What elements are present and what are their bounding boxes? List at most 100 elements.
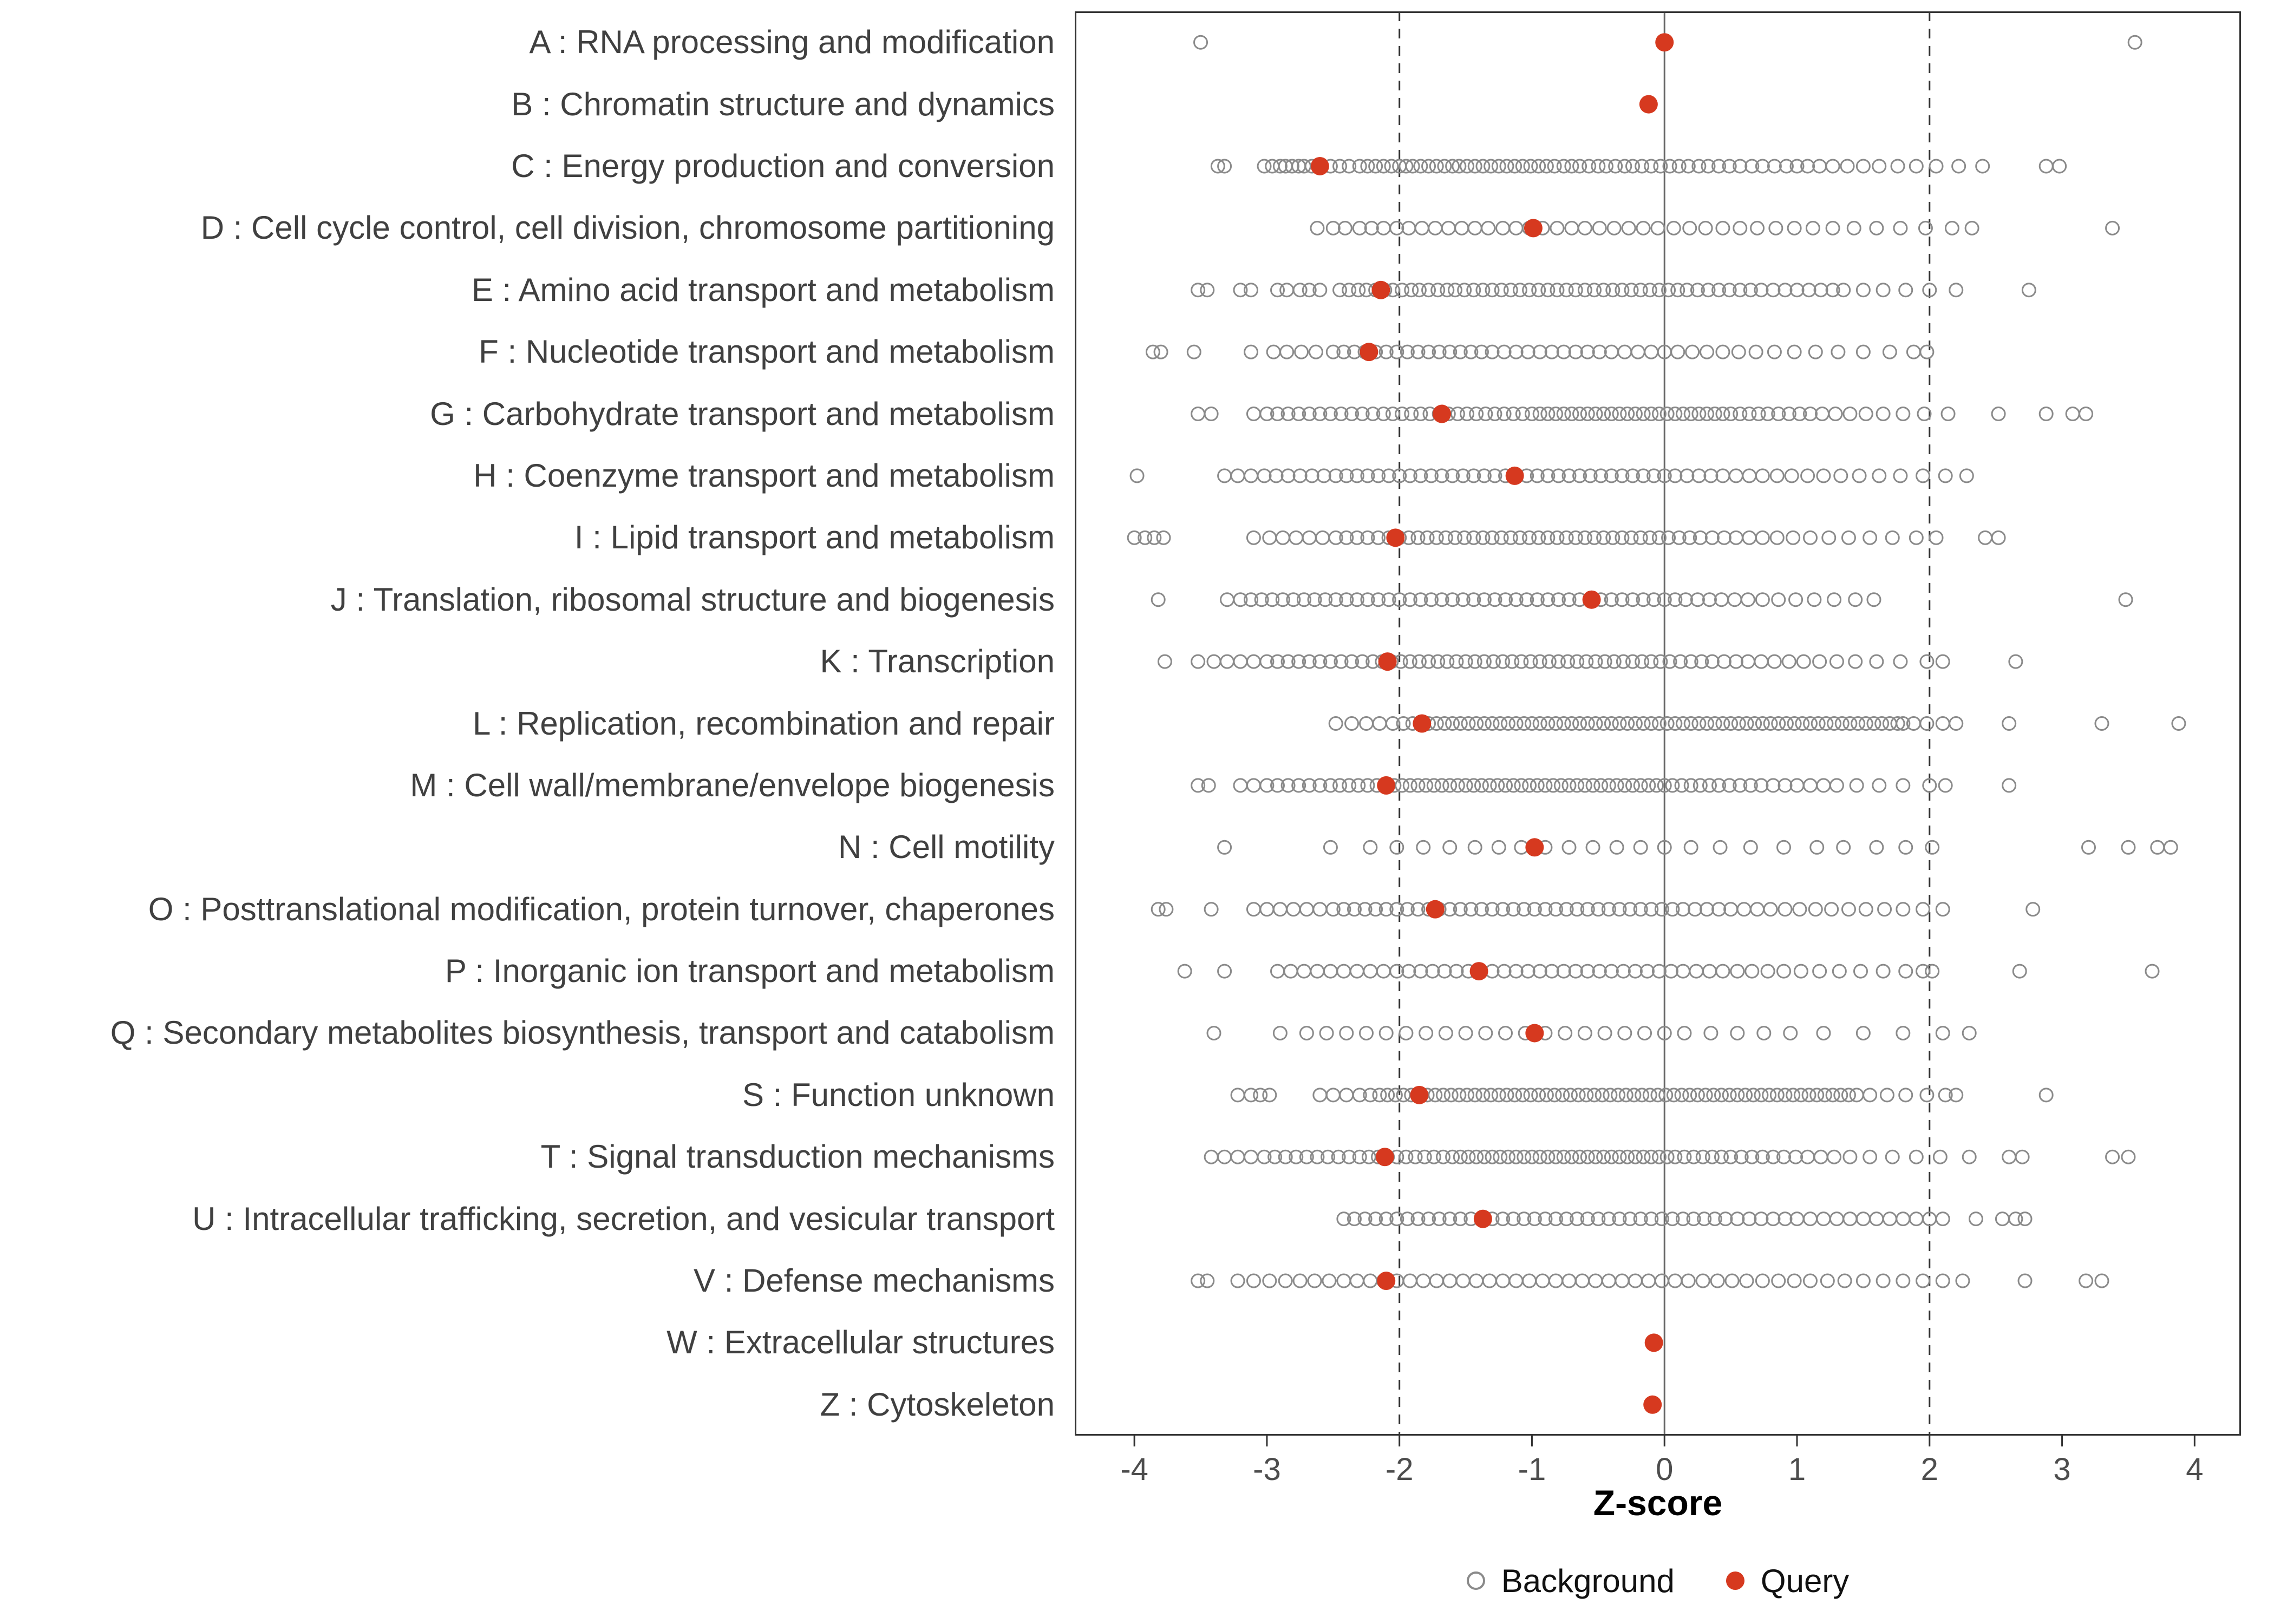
background-point (1700, 407, 1715, 422)
background-point (1259, 654, 1275, 669)
background-point (1715, 964, 1730, 979)
background-point (1612, 1149, 1627, 1164)
background-point (1909, 1212, 1924, 1227)
background-point (1769, 530, 1785, 545)
background-point (1625, 592, 1640, 607)
background-point (1808, 902, 1823, 917)
background-point (1711, 159, 1727, 174)
background-point (1929, 530, 1944, 545)
background-point (1325, 344, 1341, 359)
background-point (1434, 778, 1449, 793)
background-point (1991, 530, 2006, 545)
background-point (1460, 1088, 1475, 1103)
background-point (1668, 716, 1683, 731)
background-point (1723, 1149, 1739, 1164)
background-point (1657, 840, 1672, 855)
background-point (1272, 902, 1288, 917)
background-point (1593, 468, 1609, 483)
background-point (1269, 468, 1284, 483)
background-point (1156, 530, 1171, 545)
background-point (1617, 344, 1632, 359)
background-point (1636, 468, 1651, 483)
background-point (1701, 283, 1716, 298)
background-point (1559, 530, 1574, 545)
background-point (1532, 654, 1547, 669)
background-point (1585, 778, 1600, 793)
background-point (1347, 902, 1362, 917)
background-point (1762, 1088, 1777, 1103)
query-point (1371, 280, 1390, 299)
background-point (1852, 468, 1867, 483)
background-point (1842, 716, 1858, 731)
background-point (1876, 407, 1891, 422)
background-point (1515, 1088, 1530, 1103)
background-point (1736, 902, 1752, 917)
background-point (1825, 159, 1840, 174)
background-point (1332, 159, 1348, 174)
background-point (1866, 592, 1881, 607)
category-label: B : Chromatin structure and dynamics (511, 86, 1055, 122)
background-point (1651, 964, 1667, 979)
background-point (1399, 159, 1414, 174)
background-point (1940, 407, 1956, 422)
background-point (1559, 1212, 1574, 1227)
background-point (2145, 964, 2160, 979)
background-point (1724, 1273, 1740, 1288)
background-point (1323, 840, 1338, 855)
x-tick-label: -1 (1518, 1452, 1546, 1487)
background-point (1700, 344, 1715, 359)
background-point (1302, 530, 1317, 545)
background-point (1681, 1273, 1696, 1288)
background-point (1467, 220, 1482, 235)
background-point (1550, 220, 1565, 235)
background-point (1275, 530, 1290, 545)
background-point (1475, 530, 1491, 545)
background-point (1294, 344, 1309, 359)
background-point (1742, 407, 1757, 422)
background-point (1550, 530, 1565, 545)
background-point (1380, 1088, 1395, 1103)
background-point (1244, 344, 1259, 359)
background-point (1691, 716, 1707, 731)
category-label: I : Lipid transport and metabolism (574, 519, 1055, 556)
background-point (1452, 159, 1467, 174)
background-point (2025, 902, 2041, 917)
background-point (1751, 407, 1766, 422)
background-point (1210, 159, 1225, 174)
background-point (1455, 592, 1471, 607)
background-point (1419, 1025, 1434, 1040)
background-point (1434, 468, 1449, 483)
category-label: F : Nucleotide transport and metabolism (479, 333, 1055, 370)
background-point (1800, 468, 1815, 483)
background-point (1682, 530, 1697, 545)
background-point (1429, 159, 1444, 174)
background-point (1556, 344, 1571, 359)
background-point (1874, 716, 1890, 731)
background-point (1849, 1088, 1864, 1103)
query-point (1410, 1085, 1429, 1104)
background-point (1617, 159, 1632, 174)
background-point (1447, 283, 1462, 298)
background-point (1579, 1088, 1594, 1103)
background-point (1466, 283, 1481, 298)
background-point (1605, 530, 1620, 545)
category-label: P : Inorganic ion transport and metaboli… (445, 953, 1055, 990)
background-point (1842, 1149, 1858, 1164)
background-point (1442, 778, 1458, 793)
background-point (1962, 1025, 1977, 1040)
background-point (1677, 1025, 1692, 1040)
background-point (1507, 159, 1522, 174)
background-point (1728, 654, 1743, 669)
background-point (1532, 716, 1547, 731)
background-point (1421, 1212, 1436, 1227)
background-point (1756, 1025, 1772, 1040)
background-point (1517, 902, 1532, 917)
background-point (1872, 778, 1887, 793)
background-point (1723, 716, 1739, 731)
x-axis-title: Z-score (1593, 1483, 1723, 1523)
background-point (1257, 468, 1272, 483)
query-point (1525, 1024, 1544, 1043)
background-point (1515, 407, 1530, 422)
background-point (1217, 1149, 1232, 1164)
background-point (1644, 1149, 1659, 1164)
